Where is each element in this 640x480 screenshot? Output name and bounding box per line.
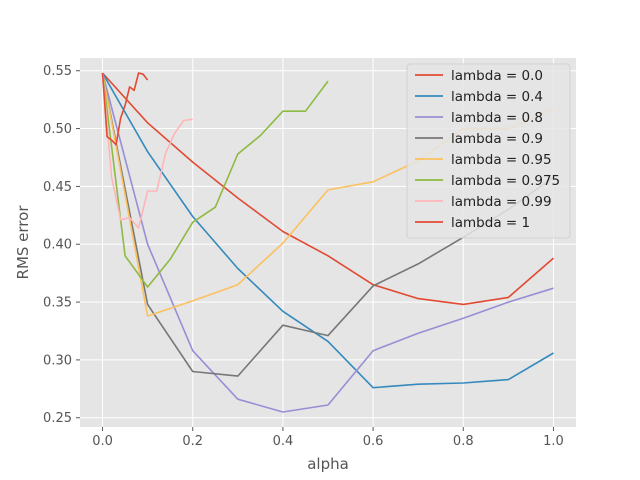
y-tick-label: 0.30 [43,353,72,368]
series-line-5 [101,72,329,288]
x-tick-label: 1.0 [543,434,564,449]
series-line-1 [101,72,554,389]
series-line-6 [101,72,193,229]
legend: lambda = 0.0 lambda = 0.4 lambda = 0.8 lamb… [406,63,571,239]
series-line-0 [101,72,555,306]
x-tick-label: 0.0 [92,434,113,449]
y-tick-label: 0.45 [43,180,72,195]
legend-label: lambda = 0.975 [451,173,560,189]
x-tick-label: 0.4 [273,434,294,449]
legend-label: lambda = 0.99 [451,194,552,210]
x-axis-title: alpha [307,455,349,473]
legend-label: lambda = 0.95 [451,152,552,168]
x-tick-label: 0.8 [453,434,474,449]
legend-label: lambda = 1 [451,215,530,231]
y-axis: 0.25 0.30 0.35 0.40 0.45 0.50 0.55 [43,64,80,426]
y-tick-label: 0.35 [43,296,72,311]
x-axis: 0.0 0.2 0.4 0.6 0.8 1.0 [92,427,564,449]
y-axis-title: RMS error [14,205,32,280]
x-tick-label: 0.2 [182,434,203,449]
legend-label: lambda = 0.0 [451,68,543,84]
series-line-7 [101,72,149,146]
series-line-2 [101,72,554,413]
y-tick-label: 0.25 [43,411,72,426]
legend-label: lambda = 0.4 [451,89,543,105]
y-tick-label: 0.50 [43,122,72,137]
y-tick-label: 0.55 [43,64,72,79]
legend-label: lambda = 0.9 [451,131,543,147]
x-tick-label: 0.6 [363,434,384,449]
legend-label: lambda = 0.8 [451,110,543,126]
legend-box [406,63,571,239]
y-tick-label: 0.40 [43,238,72,253]
